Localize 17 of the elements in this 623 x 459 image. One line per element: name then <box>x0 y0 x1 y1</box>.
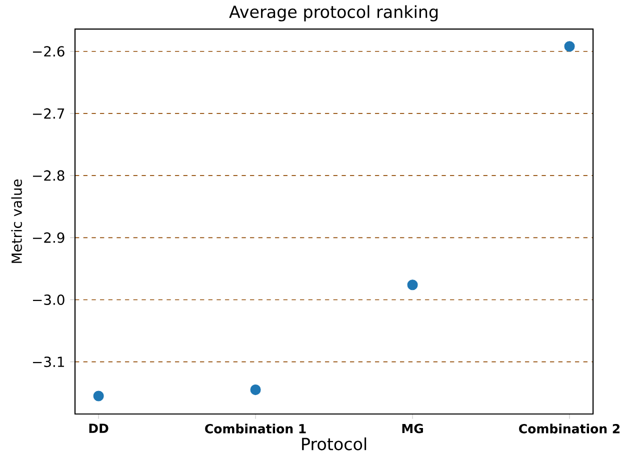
point <box>407 280 418 290</box>
y-tick-label: −2.7 <box>32 108 64 119</box>
y-tick-label: −2.6 <box>32 46 64 57</box>
y-tick-label: −2.8 <box>32 170 64 181</box>
x-tick-label: Combination 1 <box>205 424 306 434</box>
y-tick-label: −2.9 <box>32 232 64 243</box>
x-tick-label: DD <box>89 424 108 433</box>
point <box>93 390 104 402</box>
chart-title: Average protocol ranking <box>229 5 438 22</box>
x-tick-label: MG <box>402 424 423 434</box>
y-tick-label: −3.1 <box>32 356 64 368</box>
y-axis-title: Metric value <box>11 179 22 263</box>
point <box>250 384 261 396</box>
y-tick-label: −3.0 <box>32 294 64 305</box>
x-tick-label: Combination 2 <box>519 424 620 434</box>
x-axis-title: Protocol <box>302 437 366 450</box>
point <box>564 41 575 52</box>
